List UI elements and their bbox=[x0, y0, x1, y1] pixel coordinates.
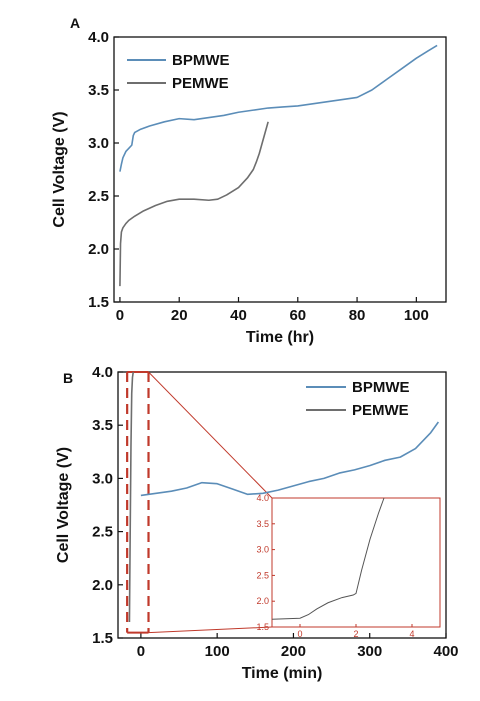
y-tick-label: 2.5 bbox=[92, 524, 113, 541]
panel-a: A 1.5 2.0 2.5 3.0 3.5 4.0 0 20 40 60 80 100 Time (hr)… bbox=[51, 15, 447, 346]
x-axis-title: Time (hr) bbox=[246, 329, 314, 346]
panel-letter: A bbox=[70, 15, 80, 31]
legend-label-pemwe: PEMWE bbox=[352, 402, 409, 419]
series-line-bpmwe bbox=[119, 44, 438, 172]
y-tick-label: 2.5 bbox=[88, 188, 109, 205]
plot-frame bbox=[117, 371, 447, 639]
x-tick-label: 200 bbox=[281, 643, 306, 660]
y-tick-label: 3.5 bbox=[88, 82, 109, 99]
x-tick-label: 300 bbox=[357, 643, 382, 660]
zoom-connector-top bbox=[148, 371, 273, 499]
y-tick-label: 3.0 bbox=[92, 470, 113, 487]
legend-label-pemwe: PEMWE bbox=[172, 75, 229, 92]
zoom-connector-bottom bbox=[148, 626, 273, 634]
inset-y-tick-label: 2.0 bbox=[256, 596, 269, 606]
x-tick-label: 100 bbox=[404, 307, 429, 324]
x-tick-label: 20 bbox=[171, 307, 188, 324]
series-line-pemwe bbox=[128, 371, 135, 623]
panel-b: B 1.5 2.0 2.5 3.0 3.5 4.0 0 100 200 300 400 Time (mi… bbox=[55, 364, 459, 682]
legend-label-bpmwe: BPMWE bbox=[172, 52, 230, 69]
y-tick-label: 4.0 bbox=[88, 29, 109, 46]
inset-y-tick-label: 2.5 bbox=[256, 570, 269, 580]
legend-label-bpmwe: BPMWE bbox=[352, 379, 410, 396]
y-tick-label: 1.5 bbox=[88, 294, 109, 311]
y-tick-label: 3.5 bbox=[92, 417, 113, 434]
x-tick-label: 400 bbox=[433, 643, 458, 660]
y-tick-label: 2.0 bbox=[92, 577, 113, 594]
x-tick-label: 100 bbox=[205, 643, 230, 660]
x-tick-label: 0 bbox=[137, 643, 145, 660]
y-tick-label: 3.0 bbox=[88, 135, 109, 152]
y-tick-label: 1.5 bbox=[92, 630, 113, 647]
inset-y-tick-label: 1.5 bbox=[256, 622, 269, 632]
y-tick-label: 2.0 bbox=[88, 241, 109, 258]
inset-x-tick-label: 2 bbox=[353, 629, 358, 639]
series-line-bpmwe bbox=[140, 421, 440, 497]
inset-y-tick-label: 4.0 bbox=[256, 493, 269, 503]
panel-letter: B bbox=[63, 370, 73, 386]
y-tick-label: 4.0 bbox=[92, 364, 113, 381]
x-axis-title: Time (min) bbox=[242, 665, 323, 682]
x-tick-label: 60 bbox=[289, 307, 306, 324]
plot-frame bbox=[113, 36, 447, 303]
inset-y-tick-label: 3.5 bbox=[256, 519, 269, 529]
y-axis-title: Cell Voltage (V) bbox=[51, 111, 68, 227]
x-tick-label: 40 bbox=[230, 307, 247, 324]
inset-x-tick-label: 0 bbox=[297, 629, 302, 639]
x-tick-label: 80 bbox=[349, 307, 366, 324]
inset-frame bbox=[271, 497, 441, 628]
inset-y-tick-label: 3.0 bbox=[256, 545, 269, 555]
inset-series-line bbox=[271, 497, 385, 620]
series-line-pemwe bbox=[119, 121, 269, 287]
inset-x-tick-label: 4 bbox=[409, 629, 414, 639]
y-axis-title: Cell Voltage (V) bbox=[55, 447, 72, 563]
x-tick-label: 0 bbox=[116, 307, 124, 324]
